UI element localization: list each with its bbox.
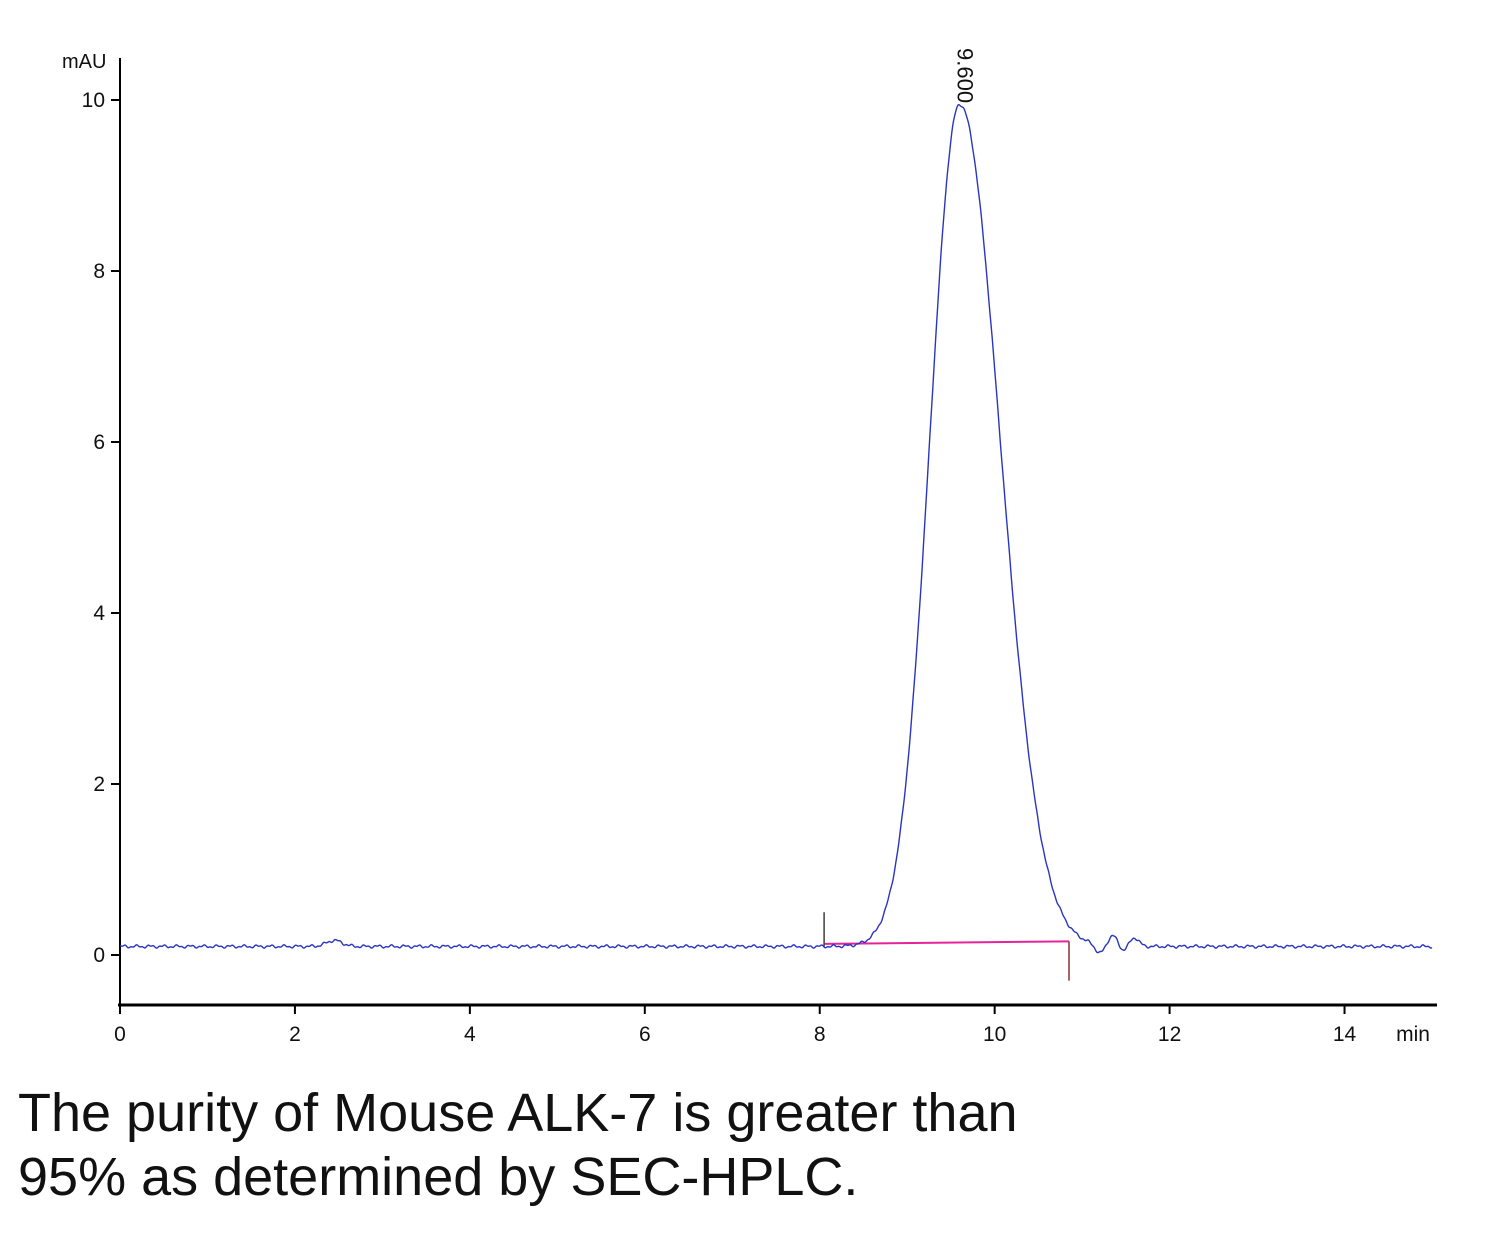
x-axis-unit-label: min: [1396, 1023, 1430, 1046]
x-tick-label: 8: [814, 1023, 826, 1046]
x-tick-label: 4: [464, 1023, 476, 1046]
caption-line-1: The purity of Mouse ALK-7 is greater tha…: [18, 1083, 1018, 1143]
peak-retention-time-label: 9.600: [953, 48, 978, 103]
x-tick-label: 0: [114, 1023, 126, 1046]
x-tick-label: 14: [1333, 1023, 1357, 1046]
y-tick-label: 6: [93, 431, 105, 454]
chromatogram-chart: 0 2 4 6 8 10 mAU 0 2 4 6 8 10 12 14 min 9.600: [62, 48, 1437, 1046]
y-tick-label: 2: [93, 773, 105, 796]
x-tick-label: 10: [983, 1023, 1006, 1046]
caption: The purity of Mouse ALK-7 is greater tha…: [18, 1082, 1478, 1209]
integration-baseline: [824, 940, 1070, 945]
x-tick-label: 2: [289, 1023, 301, 1046]
y-tick-label: 4: [93, 602, 105, 625]
x-tick-label: 6: [639, 1023, 651, 1046]
y-tick-label: 10: [82, 89, 105, 112]
signal-trace: [119, 103, 1433, 954]
y-tick-label: 8: [93, 260, 105, 283]
y-tick-label: 0: [93, 944, 105, 967]
x-tick-label: 12: [1158, 1023, 1181, 1046]
caption-line-2: 95% as determined by SEC-HPLC.: [18, 1146, 859, 1207]
y-axis-unit-label: mAU: [62, 51, 106, 73]
chromatogram-svg: 0 2 4 6 8 10 mAU 0 2 4 6 8 10 12 14 min 9.600: [62, 48, 1437, 1046]
